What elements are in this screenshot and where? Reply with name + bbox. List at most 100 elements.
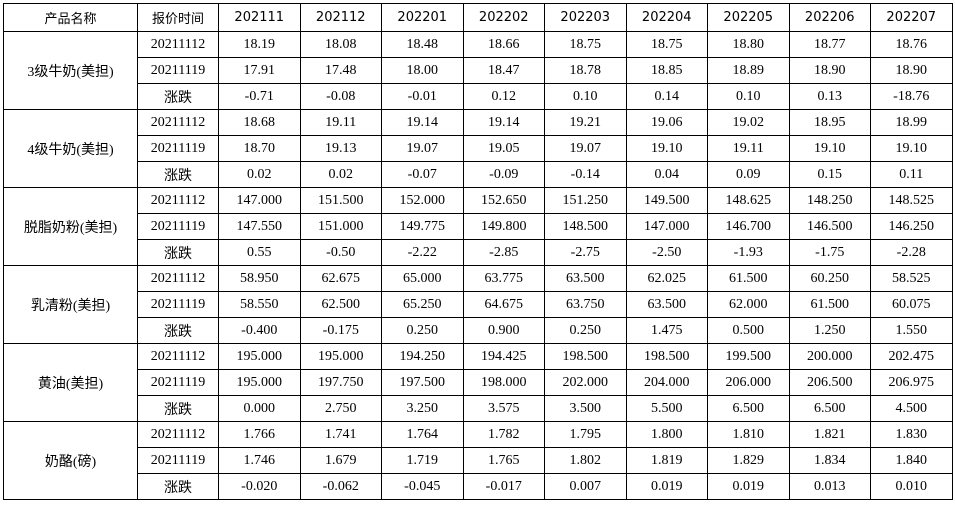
data-row: 涨跌 -0.400 -0.175 0.250 0.900 0.250 1.475 0.500 1… [4, 317, 953, 344]
value-cell: 18.95 [788, 109, 871, 136]
value-cell: -0.50 [299, 239, 382, 266]
value-cell: 19.11 [707, 135, 790, 162]
row-label: 20211119 [137, 57, 219, 84]
header-cell: 202205 [707, 3, 790, 32]
value-cell: 6.500 [707, 395, 790, 422]
data-row: 20211119 195.000 197.750 197.500 198.000 202.… [4, 369, 953, 396]
value-cell: -1.93 [707, 239, 790, 266]
value-cell: 6.500 [788, 395, 871, 422]
value-cell: 18.90 [788, 57, 871, 84]
row-label: 涨跌 [137, 83, 219, 110]
row-label: 20211112 [137, 265, 219, 292]
value-cell: -0.062 [299, 473, 382, 500]
value-cell: 0.013 [788, 473, 871, 500]
value-cell: 19.10 [625, 135, 708, 162]
header-cell: 产品名称 [3, 3, 138, 32]
value-cell: 65.000 [381, 265, 464, 292]
header-cell: 202203 [544, 3, 627, 32]
value-cell: 18.78 [544, 57, 627, 84]
value-cell: 148.625 [707, 187, 790, 214]
header-cell: 202206 [788, 3, 871, 32]
value-cell: 149.775 [381, 213, 464, 240]
data-row: 4级牛奶(美担) 20211112 18.68 19.11 19.14 19.14 19.2… [3, 109, 953, 188]
product-name: 乳清粉(美担) [3, 265, 138, 344]
value-cell: 63.500 [544, 265, 627, 292]
value-cell: 0.019 [625, 473, 708, 500]
value-cell: 146.500 [788, 213, 871, 240]
value-cell: 0.900 [462, 317, 545, 344]
value-cell: 198.500 [625, 343, 708, 370]
value-cell: 18.80 [707, 31, 790, 58]
value-cell: 18.00 [381, 57, 464, 84]
value-cell: 1.834 [788, 447, 871, 474]
data-row: 奶酪(磅) 20211112 1.766 1.741 1.764 1.782 1.795 1.… [3, 421, 953, 500]
value-cell: 1.765 [462, 447, 545, 474]
value-cell: -1.75 [788, 239, 871, 266]
value-cell: 63.750 [544, 291, 627, 318]
value-cell: 206.500 [788, 369, 871, 396]
value-cell: 18.76 [870, 31, 953, 58]
value-cell: -0.175 [299, 317, 382, 344]
value-cell: 1.475 [625, 317, 708, 344]
data-row: 黄油(美担) 20211112 195.000 195.000 194.250 194.4… [3, 343, 953, 422]
header-cell: 202201 [381, 3, 464, 32]
value-cell: 152.000 [381, 187, 464, 214]
value-cell: -0.400 [218, 317, 301, 344]
data-row: 20211119 58.550 62.500 65.250 64.675 63.750 63… [4, 291, 953, 318]
value-cell: 19.05 [462, 135, 545, 162]
value-cell: 1.550 [870, 317, 953, 344]
data-row: 涨跌 0.55 -0.50 -2.22 -2.85 -2.75 -2.50 -1.93 -1.7… [4, 239, 953, 266]
row-label: 20211119 [137, 213, 219, 240]
value-cell: 63.775 [462, 265, 545, 292]
row-label: 20211112 [137, 109, 219, 136]
value-cell: -2.50 [625, 239, 708, 266]
value-cell: 197.750 [299, 369, 382, 396]
value-cell: 62.500 [299, 291, 382, 318]
price-table: 产品名称 报价时间 202111 202112 202201 202202 202203 20… [3, 3, 953, 500]
product-name: 3级牛奶(美担) [3, 31, 138, 110]
value-cell: 206.000 [707, 369, 790, 396]
value-cell: 148.500 [544, 213, 627, 240]
value-cell: 18.75 [544, 31, 627, 58]
value-cell: -0.71 [218, 83, 301, 110]
value-cell: 194.425 [462, 343, 545, 370]
value-cell: -2.85 [462, 239, 545, 266]
value-cell: 19.11 [299, 109, 382, 136]
value-cell: 62.675 [299, 265, 382, 292]
value-cell: 0.12 [462, 83, 545, 110]
value-cell: 58.950 [218, 265, 301, 292]
value-cell: 17.48 [299, 57, 382, 84]
value-cell: -2.75 [544, 239, 627, 266]
value-cell: 1.829 [707, 447, 790, 474]
value-cell: 18.89 [707, 57, 790, 84]
value-cell: 195.000 [218, 343, 301, 370]
value-cell: 0.04 [625, 161, 708, 188]
value-cell: 19.07 [544, 135, 627, 162]
value-cell: 198.000 [462, 369, 545, 396]
value-cell: 18.85 [625, 57, 708, 84]
value-cell: 198.500 [544, 343, 627, 370]
value-cell: -2.28 [870, 239, 953, 266]
value-cell: -18.76 [870, 83, 953, 110]
row-label: 涨跌 [137, 473, 219, 500]
value-cell: 18.19 [218, 31, 301, 58]
value-cell: 19.14 [462, 109, 545, 136]
value-cell: 19.07 [381, 135, 464, 162]
value-cell: 0.250 [544, 317, 627, 344]
value-cell: 1.830 [870, 421, 953, 448]
row-label: 涨跌 [137, 239, 219, 266]
value-cell: 0.14 [625, 83, 708, 110]
value-cell: 0.10 [707, 83, 790, 110]
value-cell: 65.250 [381, 291, 464, 318]
value-cell: 151.250 [544, 187, 627, 214]
value-cell: -2.22 [381, 239, 464, 266]
value-cell: 195.000 [218, 369, 301, 396]
value-cell: 1.250 [788, 317, 871, 344]
data-row: 20211119 1.746 1.679 1.719 1.765 1.802 1.819 1.… [4, 447, 953, 474]
value-cell: 152.650 [462, 187, 545, 214]
value-cell: 1.840 [870, 447, 953, 474]
value-cell: 0.010 [870, 473, 953, 500]
header-cell: 202112 [299, 3, 382, 32]
data-row: 脱脂奶粉(美担) 20211112 147.000 151.500 152.000 152… [3, 187, 953, 266]
value-cell: 149.500 [625, 187, 708, 214]
